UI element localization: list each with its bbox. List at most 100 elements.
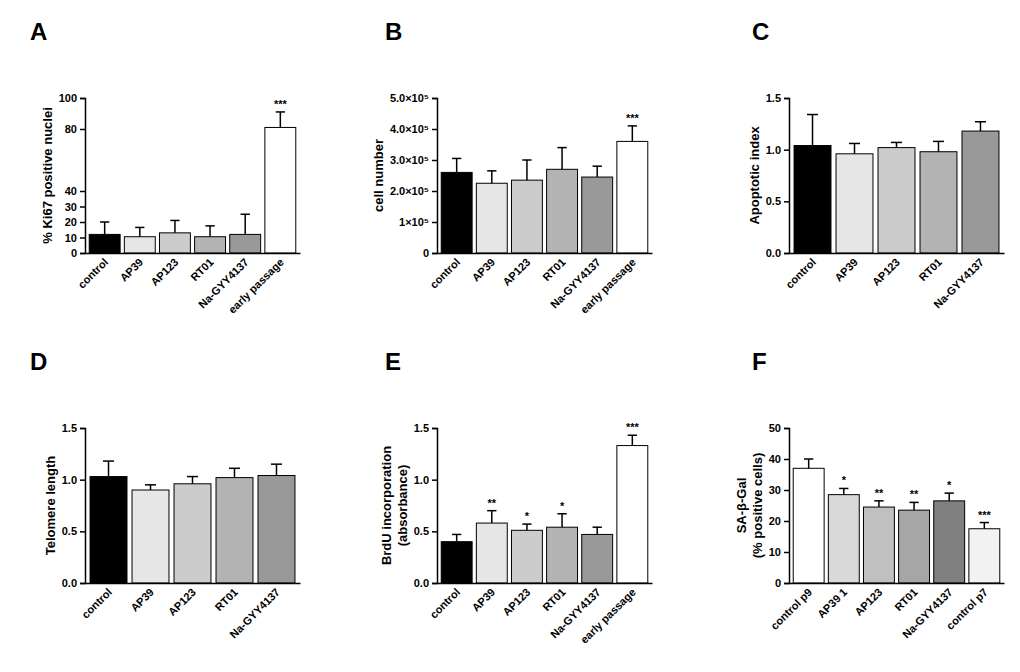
bar xyxy=(836,154,873,253)
error-bar xyxy=(933,141,944,151)
category-label: AP123 xyxy=(500,586,532,618)
error-bar-cap xyxy=(205,225,214,227)
tick-label: 0.5 xyxy=(766,195,781,207)
tick: 0 xyxy=(775,577,789,589)
axis-title: cell number xyxy=(371,139,386,212)
plot-area xyxy=(90,461,295,583)
tick-mark xyxy=(432,531,437,533)
error-bar-cap xyxy=(522,523,531,525)
error-bar xyxy=(628,435,637,445)
error-bar-cap xyxy=(271,463,282,465)
plot-area xyxy=(794,115,999,253)
category-label: control xyxy=(79,586,114,621)
bar xyxy=(794,146,831,253)
category-tick: AP123 xyxy=(852,586,884,618)
error-bar-cap xyxy=(187,476,198,478)
tick: 4.0×10⁵ xyxy=(390,123,437,135)
tick: 0.5 xyxy=(414,525,437,537)
category-label: RT01 xyxy=(213,586,241,614)
tick: 1.5 xyxy=(766,92,789,104)
error-bar-cap xyxy=(593,526,602,528)
error-bar-cap xyxy=(241,214,250,216)
category-label: RT01 xyxy=(917,256,945,284)
error-bar-cap xyxy=(229,468,240,470)
category-tick: AP123 xyxy=(148,256,180,288)
tick-label: 50 xyxy=(769,422,781,434)
plot-area xyxy=(793,459,1000,583)
tick-label: 0.5 xyxy=(62,525,77,537)
bar xyxy=(216,478,253,583)
panel: E0.00.51.01.5controlAP39AP123RT01Na-GYY4… xyxy=(379,348,652,646)
tick: 0.0 xyxy=(766,247,789,259)
significance: * xyxy=(947,479,952,491)
category-tick: AP39 xyxy=(832,256,860,284)
category-label: RT01 xyxy=(540,256,568,284)
tick-label: 3.0×10⁵ xyxy=(390,154,429,166)
tick: 3.0×10⁵ xyxy=(390,154,437,166)
error-bar-stem xyxy=(491,171,493,183)
plot-area xyxy=(441,435,648,583)
category-tick: AP123 xyxy=(500,586,532,618)
panel: B01×10⁵2.0×10⁵3.0×10⁵4.0×10⁵5.0×10⁵contr… xyxy=(371,18,653,316)
category-tick: RT01 xyxy=(540,256,568,284)
error-bar-cap xyxy=(891,142,902,144)
error-bar xyxy=(804,459,813,468)
panel-letter: B xyxy=(385,18,402,45)
tick-mark xyxy=(432,583,437,585)
error-bar-stem xyxy=(984,523,986,529)
panel: C0.00.51.01.5controlAP39AP123RT01Na-GYY4… xyxy=(747,18,1005,310)
tick-label: 1.5 xyxy=(766,92,781,104)
error-bar-stem xyxy=(244,214,246,234)
axis-line xyxy=(86,583,301,585)
panel: F01020304050control p9AP39 1AP123RT01Na-… xyxy=(734,348,1004,640)
error-bar xyxy=(135,227,144,236)
tick-mark xyxy=(80,191,85,193)
error-bar-cap xyxy=(839,488,848,490)
error-bar-stem xyxy=(234,468,236,477)
y-axis: 01×10⁵2.0×10⁵3.0×10⁵4.0×10⁵5.0×10⁵ xyxy=(390,92,438,259)
error-bar xyxy=(487,171,496,183)
error-bar xyxy=(271,464,282,475)
error-bar xyxy=(229,468,240,477)
tick: 20 xyxy=(769,515,789,527)
error-bar-stem xyxy=(632,126,634,141)
category-label: RT01 xyxy=(188,256,216,284)
x-axis: controlAP39AP123RT01Na-GYY4137 xyxy=(783,254,1004,311)
error-bar-stem xyxy=(150,485,152,490)
error-bar xyxy=(975,122,986,131)
error-bar-cap xyxy=(452,158,461,160)
tick: 40 xyxy=(65,185,85,197)
tick-label: 1.0 xyxy=(414,474,429,486)
error-bar xyxy=(452,158,461,172)
bar xyxy=(441,542,472,583)
tick-mark xyxy=(432,479,437,481)
error-bar-stem xyxy=(948,493,950,501)
error-bar-cap xyxy=(170,220,179,222)
error-bar xyxy=(187,477,198,484)
x-axis: controlAP39AP123RT01Na-GYY4137early pass… xyxy=(427,254,652,316)
error-bar xyxy=(874,501,883,507)
category-tick: AP39 1 xyxy=(815,586,849,620)
category-label: early passage xyxy=(226,256,286,316)
tick-label: 0.5 xyxy=(414,525,429,537)
error-bar xyxy=(487,511,496,523)
category-tick: RT01 xyxy=(917,256,945,284)
category-tick: RT01 xyxy=(892,586,920,614)
category-tick: Na-GYY4137 xyxy=(227,586,282,641)
bar xyxy=(899,510,930,583)
error-bar-cap xyxy=(452,534,461,536)
tick-mark xyxy=(80,237,85,239)
error-bar-stem xyxy=(174,220,176,232)
category-label: AP123 xyxy=(166,586,198,618)
tick: 0.0 xyxy=(62,577,85,589)
category-label: Na-GYY4137 xyxy=(900,586,955,641)
category-tick: control xyxy=(75,256,110,291)
tick-mark xyxy=(80,479,85,481)
tick-mark xyxy=(784,552,789,554)
x-axis: controlAP39AP123RT01Na-GYY4137early pass… xyxy=(75,254,300,316)
axis-line xyxy=(86,253,301,255)
bar xyxy=(934,501,965,583)
y-axis: 01020304050 xyxy=(769,422,790,589)
tick-label: 0 xyxy=(71,247,77,259)
error-bar xyxy=(276,112,285,128)
